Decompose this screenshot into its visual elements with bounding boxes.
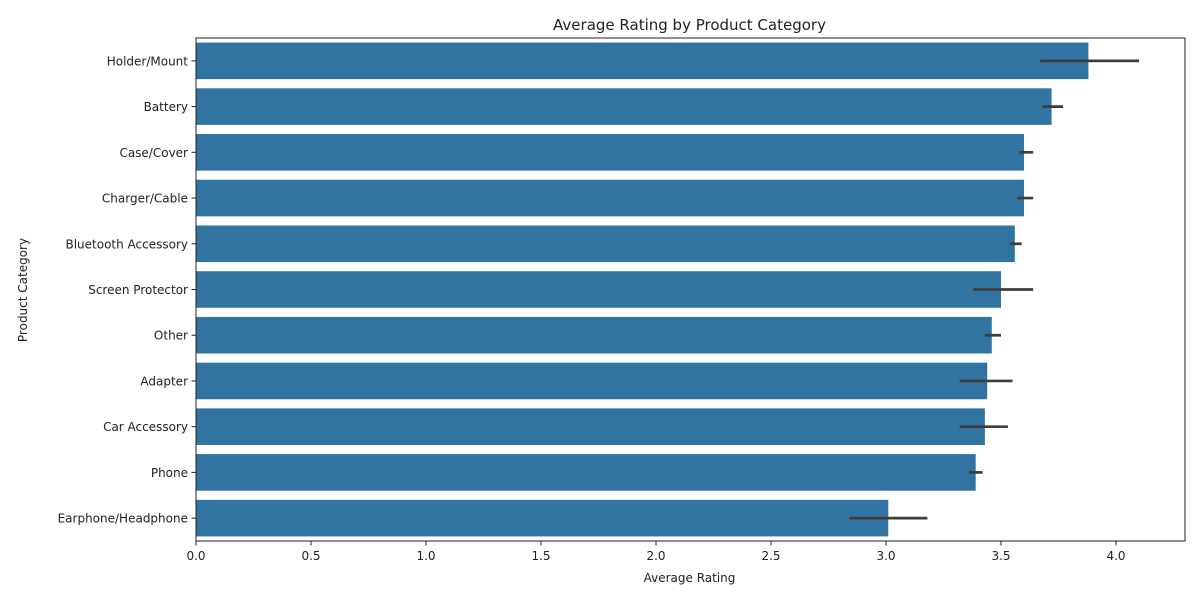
x-axis-label: Average Rating: [644, 571, 736, 585]
bar: [196, 454, 976, 491]
bar: [196, 271, 1001, 308]
bar: [196, 88, 1052, 125]
bar: [196, 225, 1015, 263]
bar: [196, 499, 889, 537]
x-tick-label: 2.0: [646, 549, 665, 563]
y-tick-label: Other: [154, 329, 188, 343]
y-tick-label: Charger/Cable: [102, 192, 188, 206]
axes-frame: [195, 37, 1186, 542]
y-tick-label: Case/Cover: [119, 146, 188, 160]
errorbars-layer: [849, 59, 1139, 520]
bar: [196, 408, 985, 445]
y-tick-label: Holder/Mount: [107, 54, 189, 68]
x-tick-label: 4.0: [1106, 549, 1125, 563]
x-tick-label: 1.0: [416, 549, 435, 563]
y-tick-label: Phone: [151, 466, 188, 480]
y-axis-label: Product Category: [16, 238, 30, 342]
bars-layer: [196, 42, 1089, 537]
bar: [196, 42, 1089, 80]
y-tick-label: Car Accessory: [103, 420, 188, 434]
y-tick-label: Earphone/Headphone: [58, 512, 188, 526]
x-tick-label: 1.5: [531, 549, 550, 563]
y-axis-ticks: Holder/Mount Battery Case/Cover Charger/Cab…: [58, 54, 196, 526]
chart-title: Average Rating by Product Category: [553, 16, 826, 34]
bar: [196, 134, 1024, 171]
x-tick-label: 0.5: [301, 549, 320, 563]
y-tick-label: Screen Protector: [88, 283, 188, 297]
bar: [196, 362, 988, 400]
x-tick-label: 0.0: [186, 549, 205, 563]
bar: [196, 179, 1024, 217]
x-tick-label: 3.5: [991, 549, 1010, 563]
bar: [196, 316, 992, 354]
y-tick-label: Bluetooth Accessory: [65, 237, 188, 251]
x-axis-ticks: 0.0 0.5 1.0 1.5 2.0 2.5 3.0 3.5 4.0: [186, 541, 1126, 563]
x-tick-label: 3.0: [876, 549, 895, 563]
y-tick-label: Adapter: [140, 374, 188, 388]
y-tick-label: Battery: [144, 100, 188, 114]
x-tick-label: 2.5: [761, 549, 780, 563]
